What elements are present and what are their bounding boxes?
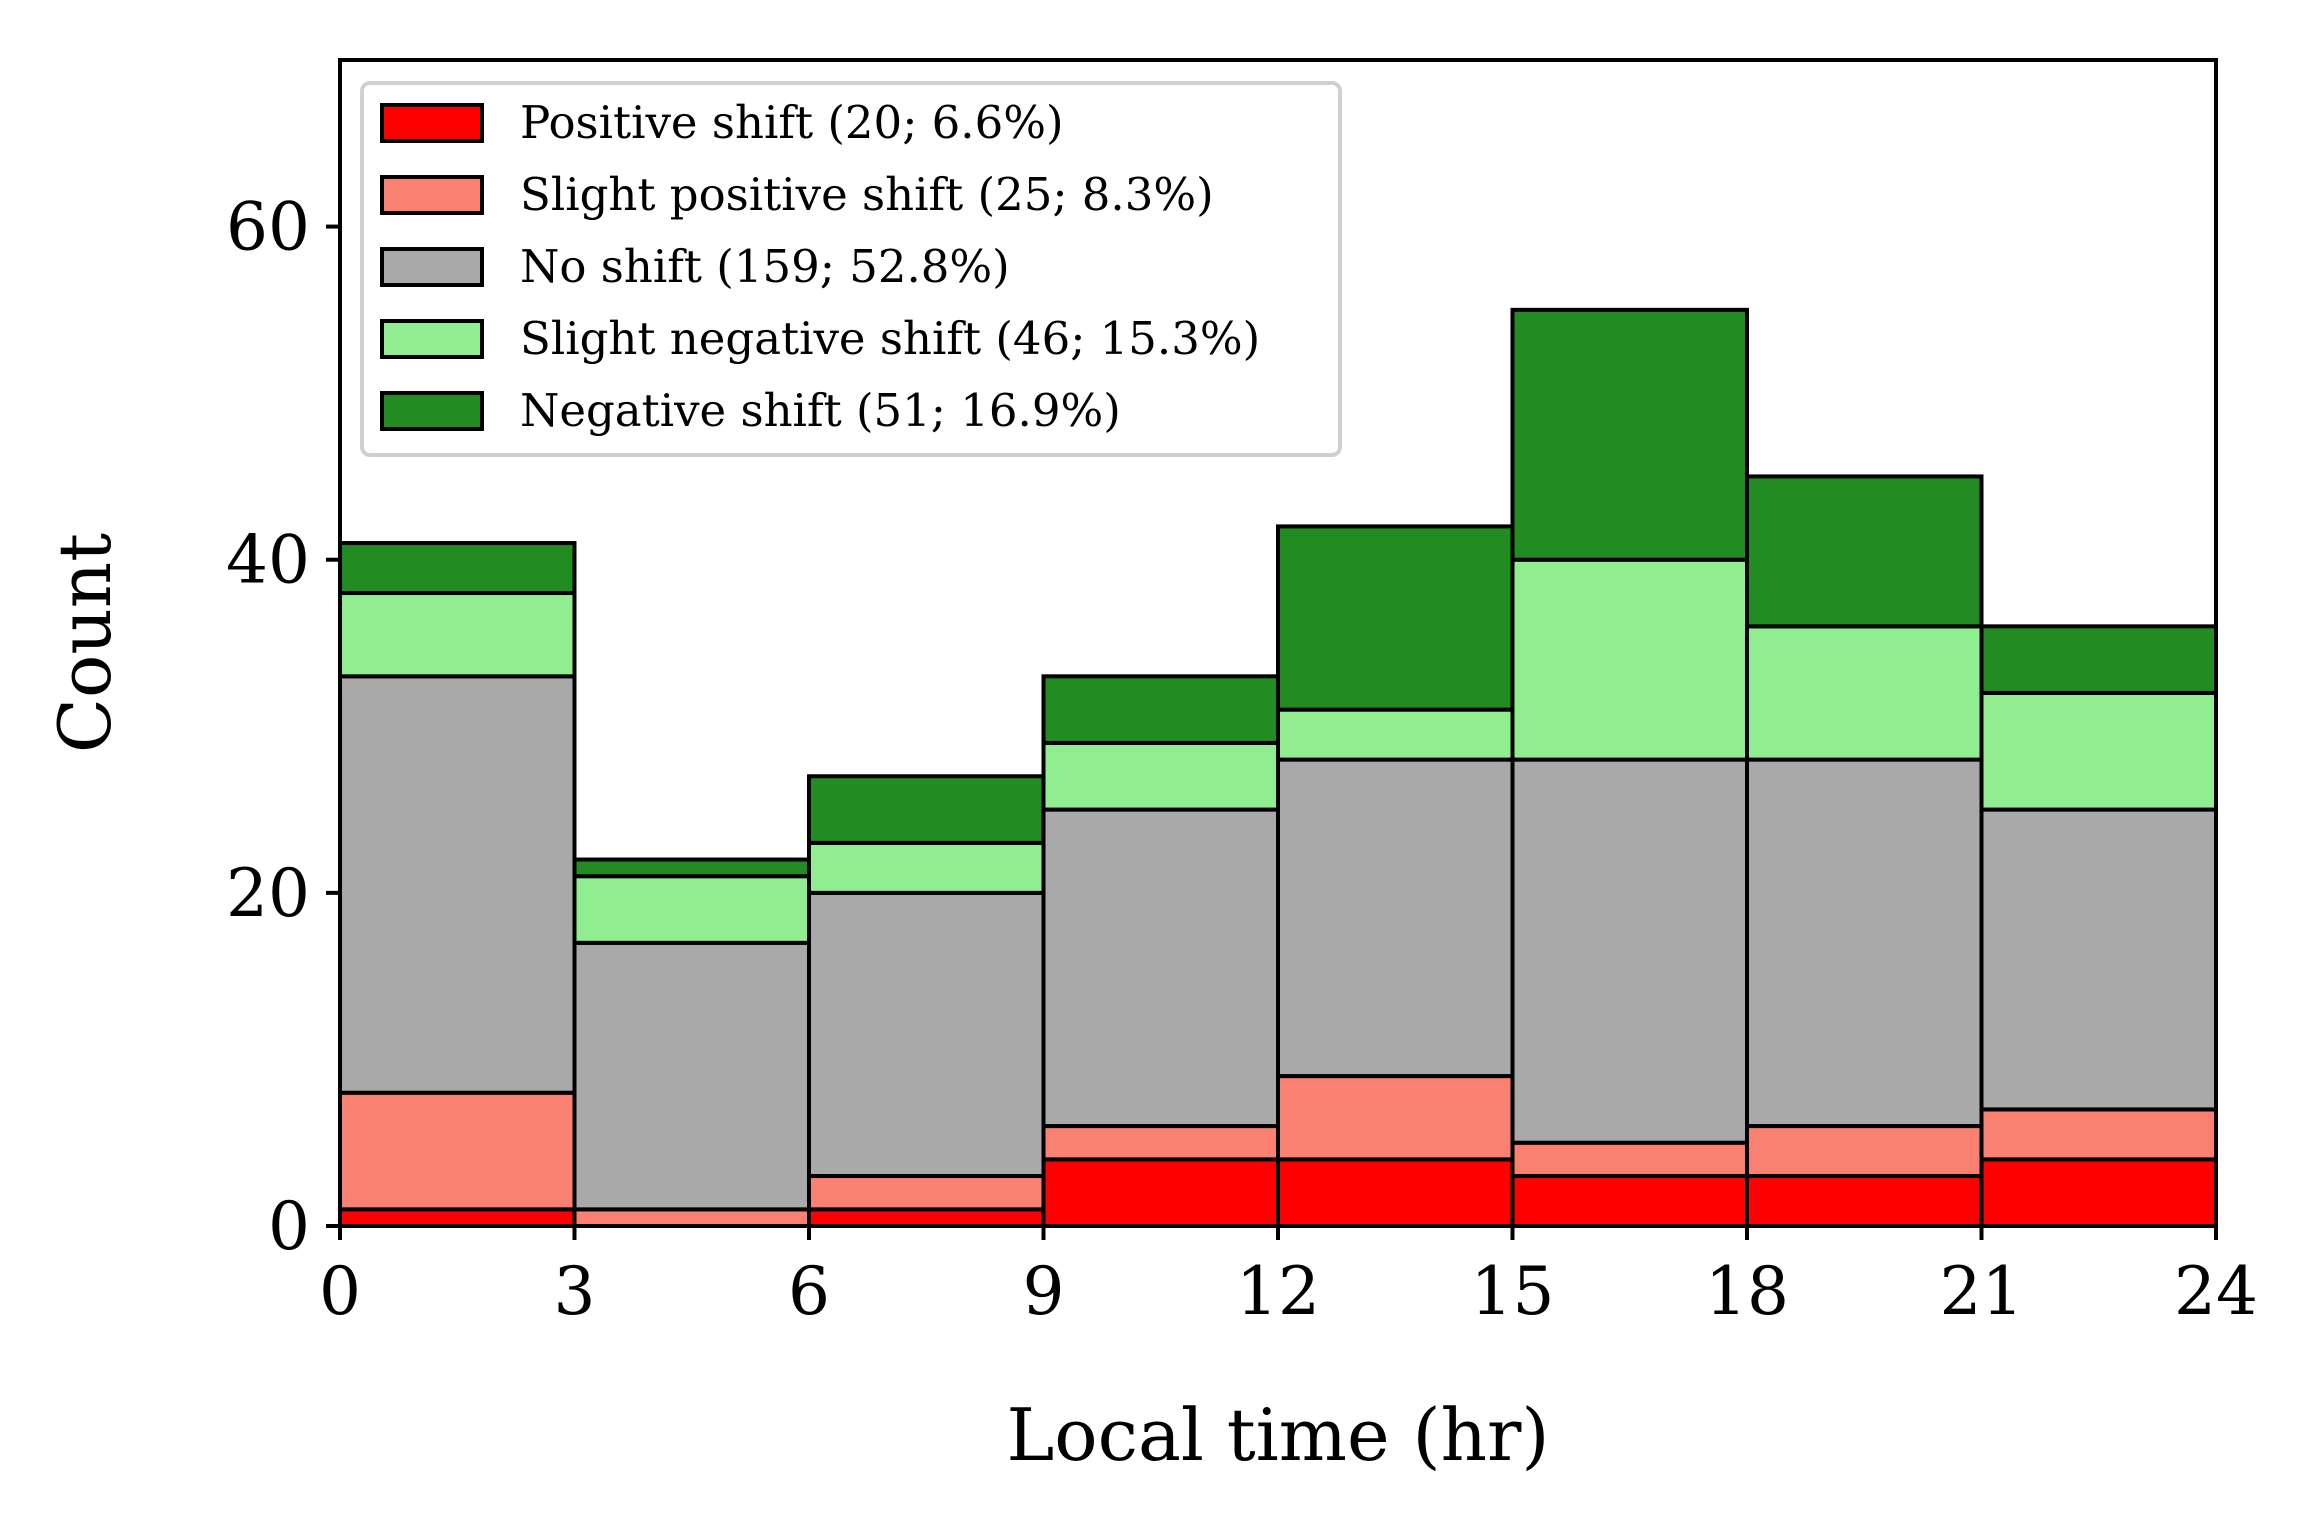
bar-segment-series2-bin2 [807, 890, 1046, 1179]
legend-swatch [380, 247, 484, 287]
y-tick-label: 20 [226, 855, 310, 932]
x-tick-label: 21 [1940, 1253, 2024, 1330]
legend-swatch [380, 103, 484, 143]
bar-segment-series3-bin0 [338, 591, 577, 679]
y-tick-label: 40 [226, 522, 310, 599]
legend-swatch [380, 391, 484, 431]
plot-frame [338, 58, 2218, 1228]
bar-segment-series1-bin1 [572, 1207, 811, 1229]
bar-segment-series4-bin2 [807, 774, 1046, 845]
bar-segment-series2-bin3 [1041, 807, 1280, 1129]
bar-segment-series1-bin3 [1041, 1124, 1280, 1162]
bar-segment-series1-bin4 [1276, 1074, 1515, 1162]
bar-segment-series0-bin6 [1745, 1174, 1984, 1228]
bar-segment-series4-bin3 [1041, 674, 1280, 745]
bar-segment-series3-bin4 [1276, 707, 1515, 762]
legend-swatch [380, 175, 484, 215]
y-axis-label: Count [43, 533, 127, 753]
bar-segment-series1-bin7 [1979, 1107, 2218, 1162]
bar-segment-series1-bin5 [1510, 1140, 1749, 1179]
bar-segment-series4-bin7 [1979, 624, 2218, 695]
bar-segment-series3-bin2 [807, 840, 1046, 895]
y-tick-label: 60 [226, 189, 310, 266]
x-tick-label: 24 [2174, 1253, 2258, 1330]
legend-label: No shift (159; 52.8%) [520, 240, 1010, 293]
bar-segment-series1-bin6 [1745, 1124, 1984, 1179]
x-axis-label: Local time (hr) [1006, 1393, 1549, 1477]
bar-segment-series3-bin1 [572, 874, 811, 945]
x-tick-label: 6 [788, 1253, 830, 1330]
bar-segment-series0-bin2 [807, 1207, 1046, 1229]
legend-swatch [380, 319, 484, 359]
ticks-layer: 0 3 6 9 12 15 18 21 24 0 20 40 60 [226, 189, 2258, 1330]
x-tick-label: 9 [1023, 1253, 1065, 1330]
legend: Positive shift (20; 6.6%) Slight positive… [360, 81, 1342, 457]
legend-frame [360, 81, 1342, 457]
legend-label: Negative shift (51; 16.9%) [520, 384, 1121, 437]
bar-segment-series3-bin5 [1510, 557, 1749, 762]
legend-label: Slight positive shift (25; 8.3%) [520, 168, 1214, 221]
bar-segment-series2-bin4 [1276, 757, 1515, 1079]
bar-segment-series0-bin7 [1979, 1157, 2218, 1229]
bar-segment-series4-bin4 [1276, 524, 1515, 712]
bar-segment-series0-bin0 [338, 1207, 577, 1229]
bar-segment-series2-bin7 [1979, 807, 2218, 1112]
bar-segment-series0-bin5 [1510, 1174, 1749, 1228]
bar-segment-series3-bin3 [1041, 740, 1280, 812]
y-tick-label: 0 [268, 1188, 310, 1265]
bar-segment-series3-bin6 [1745, 624, 1984, 762]
x-tick-label: 15 [1471, 1253, 1555, 1330]
bar-segment-series2-bin0 [338, 674, 577, 1095]
bar-segment-series4-bin5 [1510, 307, 1749, 562]
bar-segment-series3-bin7 [1979, 690, 2218, 812]
bar-segment-series2-bin6 [1745, 757, 1984, 1129]
x-tick-label: 18 [1705, 1253, 1789, 1330]
bar-segment-series2-bin5 [1510, 757, 1749, 1145]
legend-label: Positive shift (20; 6.6%) [520, 96, 1064, 149]
bar-segment-series0-bin4 [1276, 1157, 1515, 1229]
x-tick-label: 0 [319, 1253, 361, 1330]
legend-label: Slight negative shift (46; 15.3%) [520, 312, 1260, 365]
bar-segment-series1-bin2 [807, 1174, 1046, 1212]
bar-segment-series4-bin1 [572, 857, 811, 879]
x-tick-label: 12 [1236, 1253, 1320, 1330]
bar-segment-series2-bin1 [572, 940, 811, 1212]
bar-segment-series4-bin6 [1745, 474, 1984, 629]
bars-layer [338, 307, 2218, 1229]
bar-segment-series1-bin0 [338, 1090, 577, 1212]
bar-segment-series0-bin3 [1041, 1157, 1280, 1229]
bar-segment-series4-bin0 [338, 541, 577, 596]
x-tick-label: 3 [554, 1253, 596, 1330]
